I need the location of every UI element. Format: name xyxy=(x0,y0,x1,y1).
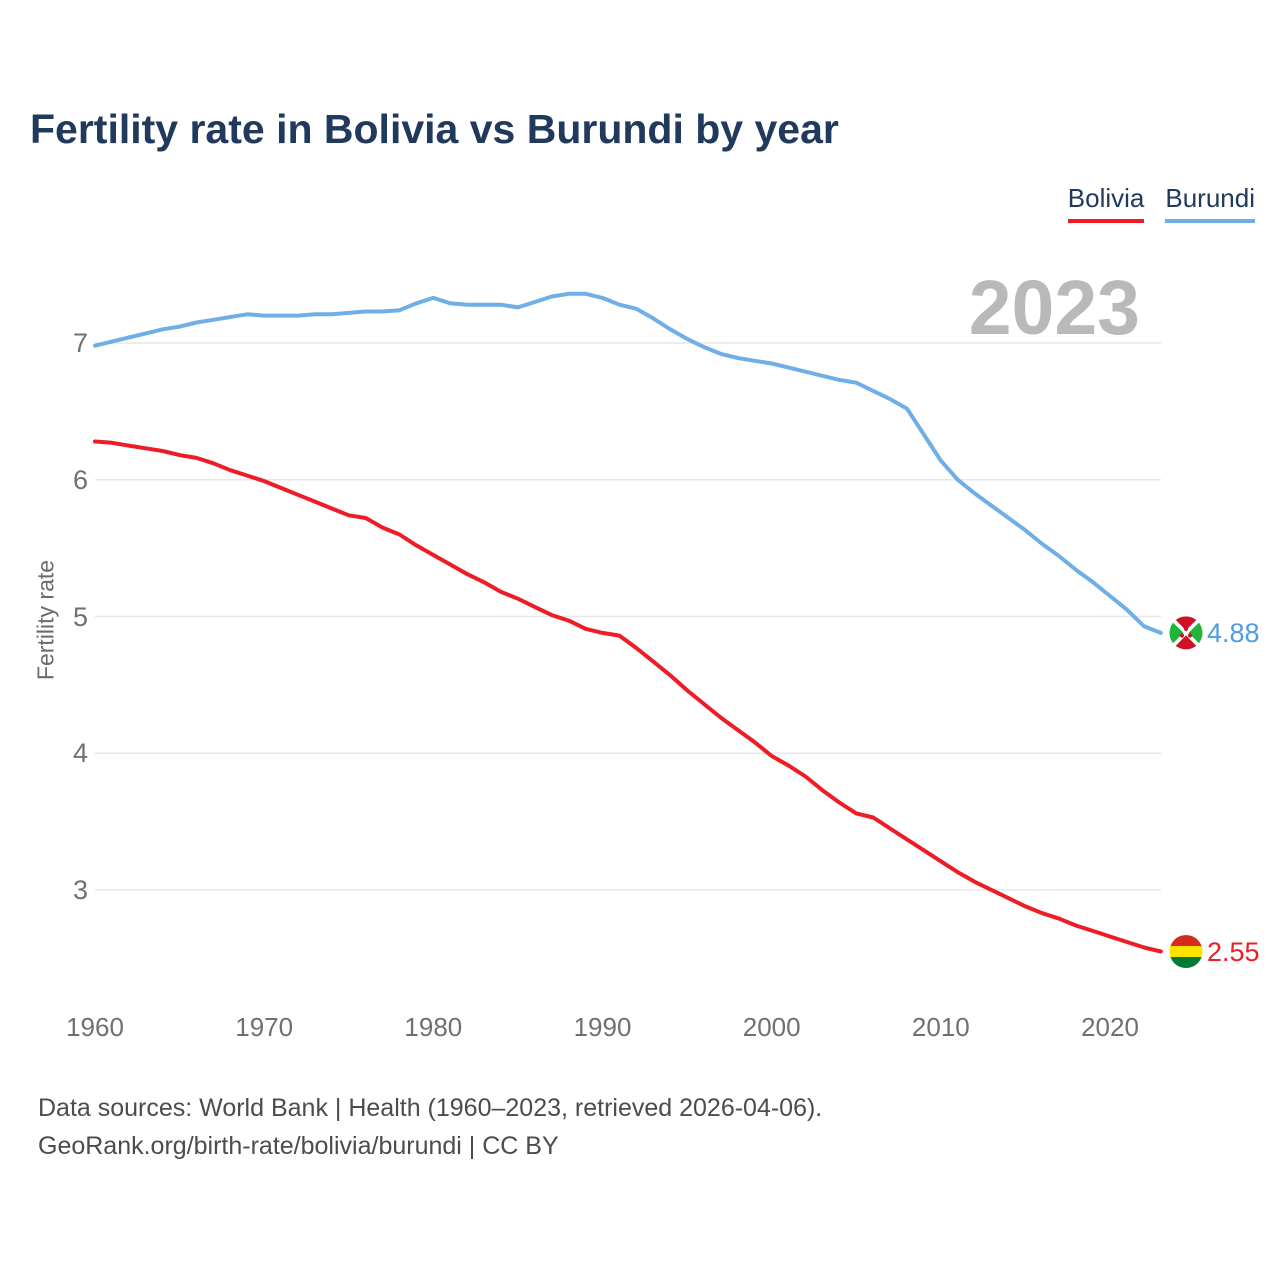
year-watermark: 2023 xyxy=(968,265,1140,351)
x-tick-label: 1980 xyxy=(404,1012,463,1042)
legend-item-burundi[interactable]: Burundi xyxy=(1165,183,1255,223)
x-tick-label: 1990 xyxy=(573,1012,632,1042)
x-tick-label: 2000 xyxy=(742,1012,801,1042)
legend-item-bolivia[interactable]: Bolivia xyxy=(1067,183,1145,223)
x-tick-label: 1960 xyxy=(66,1012,124,1042)
legend: Bolivia Burundi xyxy=(1067,183,1255,223)
footer: Data sources: World Bank | Health (1960–… xyxy=(38,1089,822,1165)
burundi-flag-icon xyxy=(1169,616,1203,650)
page-title: Fertility rate in Bolivia vs Burundi by … xyxy=(30,106,839,152)
bolivia-value-label: 2.55 xyxy=(1207,936,1260,967)
y-tick-label: 4 xyxy=(72,738,88,769)
bolivia-flag-icon xyxy=(1169,935,1203,969)
bolivia-line xyxy=(93,439,1163,954)
footer-sources-line: Data sources: World Bank | Health (1960–… xyxy=(38,1094,823,1122)
burundi-line xyxy=(93,291,1163,635)
x-tick-label: 2010 xyxy=(911,1012,970,1042)
y-tick-label: 7 xyxy=(72,328,88,358)
y-tick-label: 6 xyxy=(72,464,88,495)
x-tick-label: 1970 xyxy=(235,1012,294,1042)
y-tick-label: 5 xyxy=(72,601,88,632)
x-tick-label: 2020 xyxy=(1081,1012,1139,1042)
footer-attribution-line: GeoRank.org/birth-rate/bolivia/burundi |… xyxy=(38,1132,559,1160)
y-tick-label: 3 xyxy=(72,875,88,905)
burundi-value-label: 4.88 xyxy=(1207,617,1260,648)
